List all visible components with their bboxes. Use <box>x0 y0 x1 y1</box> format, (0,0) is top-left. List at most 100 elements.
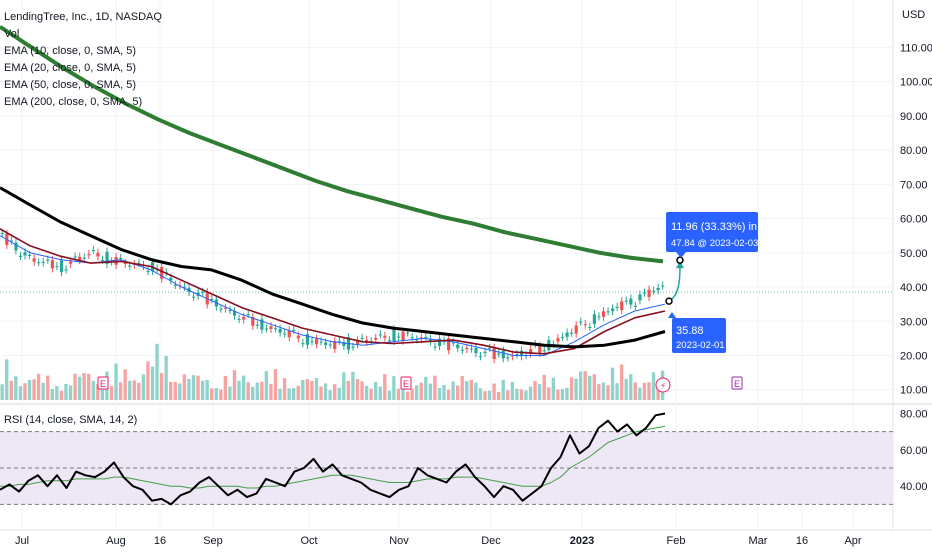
volume-bar <box>210 388 214 400</box>
legend-ema200[interactable]: EMA (200, close, 0, SMA, 5) <box>4 96 143 108</box>
candle-body <box>492 347 496 360</box>
candle-body <box>501 350 505 359</box>
candle-body <box>128 265 132 267</box>
legend-ema10[interactable]: EMA (10, close, 0, SMA, 5) <box>4 45 137 57</box>
candle-body <box>460 349 464 351</box>
candle-body <box>23 252 27 256</box>
volume-bar <box>451 381 455 400</box>
volume-bar <box>255 382 259 400</box>
volume-bar <box>137 382 141 400</box>
volume-bar <box>23 383 27 400</box>
earnings-marker-label: E <box>100 379 106 389</box>
measure-arrowhead <box>676 261 684 269</box>
volume-bar <box>328 390 332 400</box>
candle-body <box>137 262 141 264</box>
candle-body <box>301 343 305 345</box>
legend-ema20[interactable]: EMA (20, close, 0, SMA, 5) <box>4 62 137 74</box>
indicator-legend: LendingTree, Inc., 1D, NASDAQ Vol EMA (1… <box>4 9 162 111</box>
volume-bar <box>96 384 100 400</box>
candle-body <box>611 308 615 312</box>
volume-bar <box>18 386 23 400</box>
rsi-tick-label: 60.00 <box>900 445 928 457</box>
volume-bar <box>214 388 218 400</box>
y-tick-label: 100.00 <box>900 77 932 89</box>
volume-bar <box>424 376 428 400</box>
volume-bar <box>387 390 392 400</box>
rsi-line <box>0 412 666 506</box>
earnings-marker-future <box>731 376 743 390</box>
volume-bar <box>87 373 91 400</box>
volume-bar <box>487 390 492 400</box>
candles <box>0 229 665 364</box>
volume-bar <box>574 378 578 400</box>
volume-bar <box>232 370 237 400</box>
volume-bar <box>91 380 95 400</box>
volume-bar <box>100 384 105 400</box>
x-tick-label: Apr <box>844 535 861 547</box>
candle-body <box>232 311 237 316</box>
volume-bar <box>560 389 565 400</box>
legend-ema50[interactable]: EMA (50, close, 0, SMA, 5) <box>4 79 137 91</box>
candle-body <box>506 357 510 359</box>
candle-body <box>9 240 13 242</box>
candle-body <box>182 286 187 288</box>
candle-body <box>119 257 123 259</box>
candle-body <box>237 319 241 321</box>
volume-bar <box>460 375 464 400</box>
volume-bar <box>633 382 637 400</box>
annotations[interactable]: 11.96 (33.33%) in 2d 47.84 @ 2023-02-03 35… <box>97 212 772 393</box>
volume-bar <box>282 378 287 400</box>
volume-bar <box>378 386 382 400</box>
volume-bar <box>141 374 146 400</box>
candle-body <box>292 329 296 331</box>
volume-bar <box>556 389 560 400</box>
candle-body <box>629 298 633 305</box>
candle-body <box>396 336 401 338</box>
candle-body <box>606 311 610 313</box>
measure-box-pointer <box>676 252 686 258</box>
volume-bar <box>73 373 77 400</box>
y-tick-label: 60.00 <box>900 214 928 226</box>
candle-body <box>483 351 487 353</box>
volume-bar <box>610 367 615 400</box>
measure-arrow <box>668 266 681 302</box>
event-marker <box>655 377 671 393</box>
candle-body <box>451 342 455 344</box>
candle-body <box>287 330 291 338</box>
volume-bar <box>223 375 228 400</box>
candle-body <box>401 331 405 341</box>
candle-body <box>264 328 269 330</box>
volume-bar <box>401 385 405 400</box>
x-tick-label: Dec <box>481 535 501 547</box>
symbol-title[interactable]: LendingTree, Inc., 1D, NASDAQ <box>4 11 162 23</box>
earnings-marker <box>97 376 109 390</box>
volume-bar <box>506 390 510 400</box>
legend-vol[interactable]: Vol <box>4 28 20 40</box>
volume-bar <box>292 387 296 400</box>
candle-body <box>32 258 36 262</box>
candle-body <box>661 285 665 287</box>
legend-rsi[interactable]: RSI (14, close, SMA, 14, 2) <box>4 414 138 426</box>
candle-body <box>46 259 50 261</box>
volume-bar <box>46 375 50 400</box>
candle-body <box>556 338 560 342</box>
currency-label: USD <box>902 9 926 21</box>
candle-body <box>251 317 255 326</box>
volume-bar <box>319 386 323 400</box>
volume-bar <box>310 381 314 400</box>
volume-bar <box>369 388 373 400</box>
volume-bar <box>624 378 628 400</box>
volume-bar <box>533 381 537 400</box>
candle-body <box>333 340 337 349</box>
volume-bar <box>433 375 437 400</box>
candle-body <box>96 252 100 257</box>
volume-bar <box>519 389 524 400</box>
candle-body <box>515 354 519 356</box>
candle-body <box>100 259 105 261</box>
candle-body <box>538 345 542 353</box>
candle-body <box>529 349 533 354</box>
volume-bar <box>455 385 460 400</box>
candle-body <box>579 321 583 323</box>
